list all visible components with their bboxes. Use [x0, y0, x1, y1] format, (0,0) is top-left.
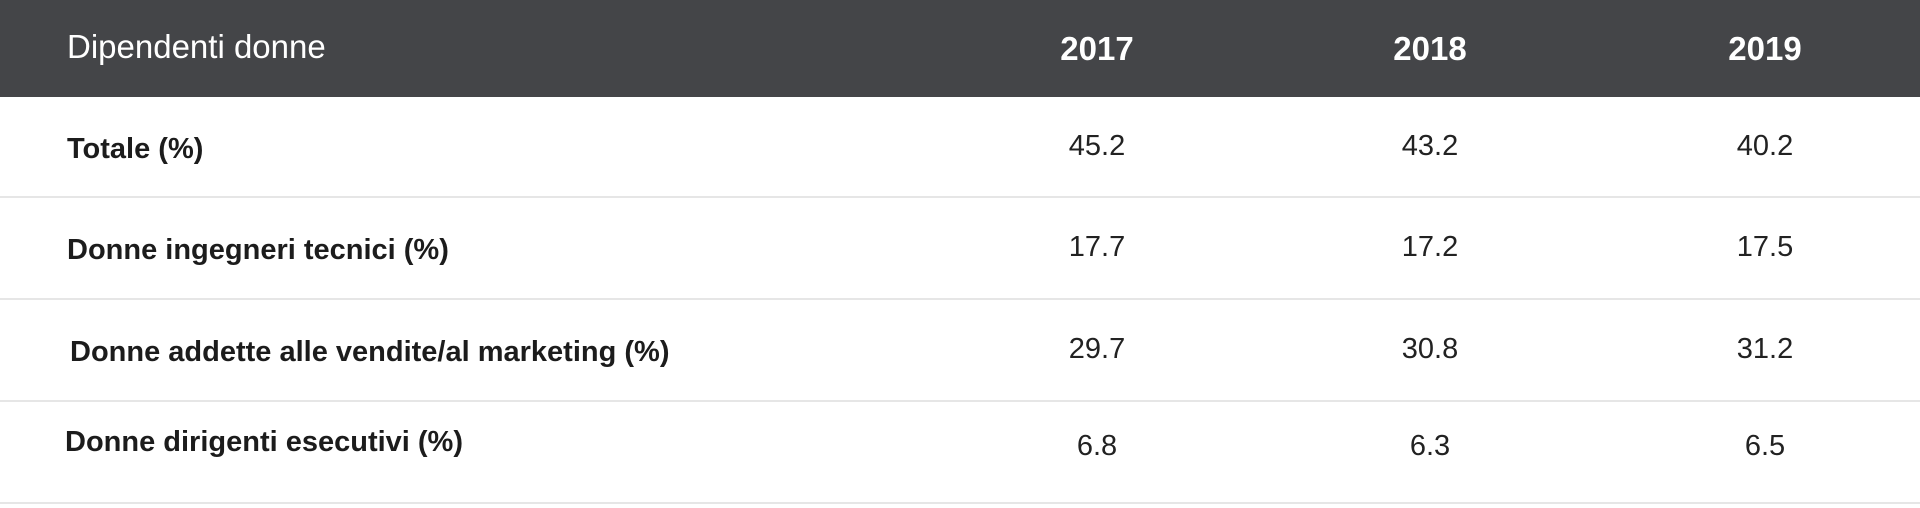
- column-header-2019: 2019: [1728, 30, 1802, 67]
- table-cell: 6.8: [1076, 430, 1118, 462]
- column-header-2018: 2018: [1393, 30, 1467, 67]
- table-cell: 17.5: [1736, 231, 1794, 263]
- table-header: Dipendenti donne 2017 2018 2019: [0, 0, 1920, 97]
- table-cell: 31.2: [1736, 333, 1794, 365]
- table-row: Donne ingegneri tecnici (%) 17.7 17.2 17…: [0, 198, 1920, 300]
- row-label-totale: Totale (%): [67, 133, 204, 165]
- table-cell: 43.2: [1401, 130, 1459, 162]
- table-cell: 17.2: [1401, 231, 1459, 263]
- table-cell: 45.2: [1068, 130, 1126, 162]
- table-title: Dipendenti donne: [67, 28, 326, 65]
- table-cell: 29.7: [1068, 333, 1126, 365]
- table-cell: 17.7: [1068, 231, 1126, 263]
- table-row: Donne dirigenti esecutivi (%) 6.8 6.3 6.…: [0, 402, 1920, 504]
- table-row: Donne addette alle vendite/al marketing …: [0, 300, 1920, 402]
- table-cell: 6.5: [1744, 430, 1786, 462]
- table-row: Totale (%) 45.2 43.2 40.2: [0, 97, 1920, 198]
- table-cell: 6.3: [1409, 430, 1451, 462]
- table-cell: 40.2: [1736, 130, 1794, 162]
- row-label-ingegneri: Donne ingegneri tecnici (%): [67, 234, 449, 266]
- row-label-vendite-marketing: Donne addette alle vendite/al marketing …: [70, 336, 670, 368]
- row-label-dirigenti: Donne dirigenti esecutivi (%): [65, 426, 463, 458]
- column-header-2017: 2017: [1060, 30, 1134, 67]
- table-cell: 30.8: [1401, 333, 1459, 365]
